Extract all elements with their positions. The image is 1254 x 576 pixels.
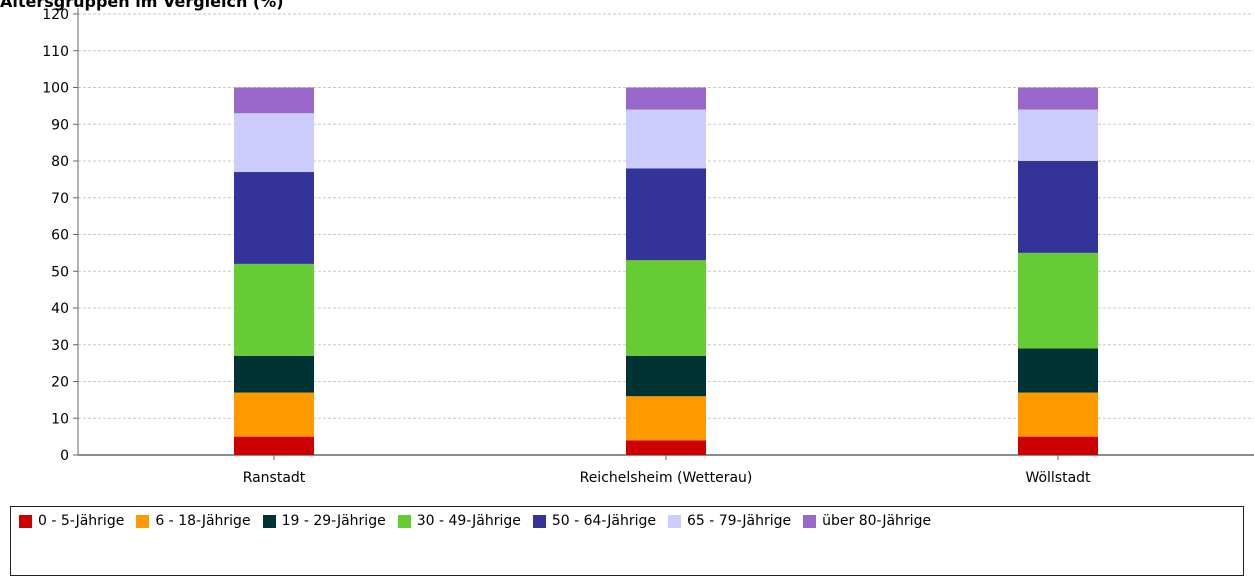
bar-segment <box>234 87 314 114</box>
bar-segment <box>1018 348 1098 393</box>
bar-segment <box>234 113 314 173</box>
legend-label: 19 - 29-Jährige <box>281 513 386 529</box>
legend-item: 30 - 49-Jährige <box>397 510 521 532</box>
y-tick-label: 110 <box>42 44 69 60</box>
legend-swatch <box>136 514 150 528</box>
bar-segment <box>626 168 706 261</box>
legend-swatch <box>667 514 681 528</box>
bar-segment <box>234 355 314 393</box>
legend-swatch <box>19 514 32 528</box>
y-tick-label: 40 <box>51 301 69 317</box>
bar-segment <box>234 263 314 356</box>
bar-segment <box>1018 252 1098 349</box>
bar-segment <box>626 396 706 441</box>
bar-segment <box>626 355 706 397</box>
y-tick-label: 70 <box>51 191 69 207</box>
legend-item: 19 - 29-Jährige <box>262 510 386 532</box>
bar-segment <box>626 87 706 110</box>
legend-label: 65 - 79-Jährige <box>686 513 792 529</box>
bar-segment <box>626 440 706 455</box>
x-tick-label: Ranstadt <box>243 470 306 486</box>
bar-segment <box>626 109 706 169</box>
legend-item: 0 - 5-Jährige <box>19 510 124 532</box>
y-tick-label: 10 <box>51 411 69 427</box>
bar-segment <box>1018 87 1098 110</box>
legend-list: 0 - 5-Jährige 6 - 18-Jährige 19 - 29-Jähri… <box>19 510 1235 532</box>
y-tick-label: 20 <box>51 375 69 391</box>
legend-label: 30 - 49-Jährige <box>416 513 521 529</box>
y-tick-label: 60 <box>51 228 69 244</box>
legend-label: 0 - 5-Jährige <box>38 513 125 529</box>
bar-segment <box>626 260 706 356</box>
legend-swatch <box>532 514 546 528</box>
bar-segment <box>234 172 314 264</box>
legend-item: über 80-Jährige <box>803 510 931 532</box>
y-tick-label: 100 <box>42 81 69 97</box>
y-tick-label: 30 <box>51 338 69 354</box>
stacked-bar-chart: 0 10 20 30 40 50 60 70 80 90 100 110 120 Ranstadt Reic… <box>42 7 1254 486</box>
bar-segment <box>1018 436 1098 455</box>
legend-item: 6 - 18-Jährige <box>136 510 251 532</box>
legend-item: 50 - 64-Jährige <box>532 510 656 532</box>
legend-label: 6 - 18-Jährige <box>155 513 251 529</box>
legend-label: 50 - 64-Jährige <box>551 513 656 529</box>
bar-segment <box>1018 109 1098 161</box>
y-tick-label: 0 <box>60 448 69 464</box>
legend-swatch <box>397 514 411 528</box>
y-tick-label: 120 <box>42 7 69 23</box>
bar-segment <box>234 436 314 455</box>
bar-segment <box>1018 161 1098 253</box>
legend-swatch <box>262 514 276 528</box>
legend: 0 - 5-Jährige 6 - 18-Jährige 19 - 29-Jähri… <box>10 506 1244 576</box>
legend-item: 65 - 79-Jährige <box>667 510 792 532</box>
bar-segment <box>1018 392 1098 437</box>
y-tick-label: 90 <box>51 117 69 133</box>
legend-label: über 80-Jährige <box>822 513 932 529</box>
chart-title: Altersgruppen im Vergleich (%) <box>0 0 284 11</box>
y-tick-label: 80 <box>51 154 69 170</box>
x-tick-label: Wöllstadt <box>1025 470 1091 486</box>
legend-swatch <box>803 514 817 528</box>
x-tick-label: Reichelsheim (Wetterau) <box>580 470 753 486</box>
y-tick-label: 50 <box>51 264 69 280</box>
bar-segment <box>234 392 314 437</box>
